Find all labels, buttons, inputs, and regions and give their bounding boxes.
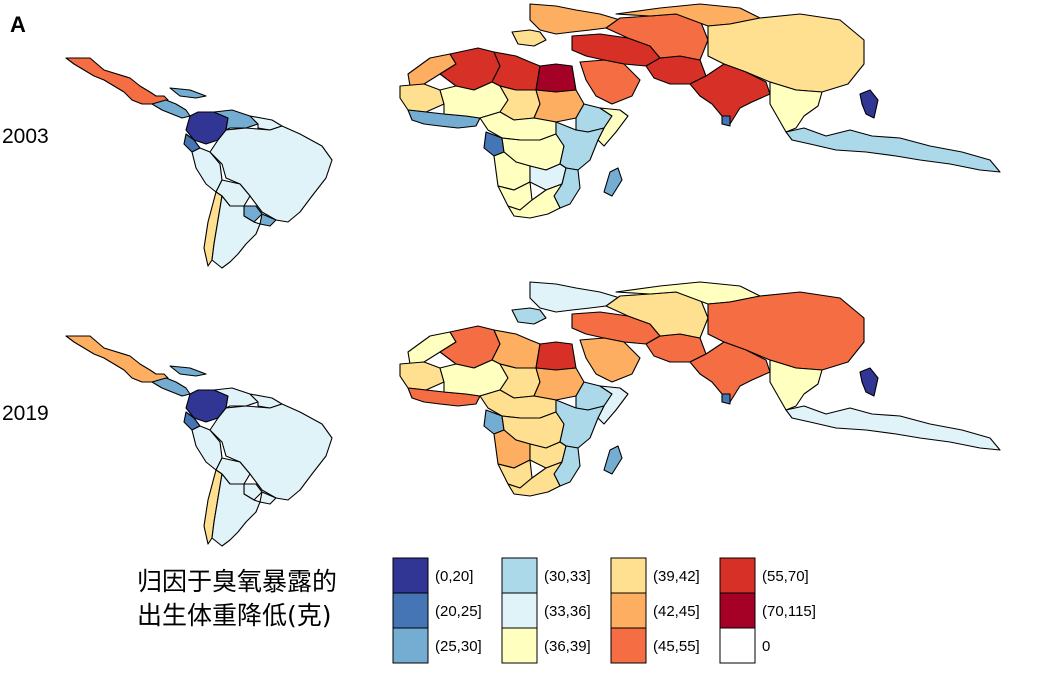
region-mongolia-china bbox=[707, 291, 865, 371]
region-philippines bbox=[859, 367, 879, 397]
legend-label: (42,45] bbox=[653, 603, 700, 620]
legend-swatch bbox=[610, 557, 647, 594]
region-east-africa bbox=[555, 121, 605, 171]
region-argentina bbox=[211, 195, 261, 269]
region-indonesia bbox=[785, 127, 1001, 173]
panel-label: A bbox=[10, 12, 26, 37]
region-east-africa bbox=[555, 399, 605, 449]
region-west-sahel bbox=[399, 361, 445, 391]
region-horn bbox=[597, 107, 629, 147]
legend-title-line2: 出生体重降低(克) bbox=[137, 601, 332, 630]
region-libya bbox=[491, 329, 541, 369]
region-sri-lanka bbox=[721, 115, 731, 127]
legend-label: (70,115] bbox=[762, 603, 816, 620]
region-brazil bbox=[209, 125, 333, 223]
region-mexico bbox=[65, 57, 169, 107]
region-iberia bbox=[511, 307, 547, 325]
region-sri-lanka bbox=[721, 393, 731, 405]
region-uruguay bbox=[259, 213, 277, 227]
region-argentina bbox=[211, 473, 261, 547]
region-south-asia bbox=[689, 341, 771, 403]
legend-swatch bbox=[610, 627, 647, 664]
map-panel-2019: 2019 bbox=[2, 281, 1001, 547]
legend-swatch bbox=[719, 557, 756, 594]
legend-swatch bbox=[610, 592, 647, 629]
region-southern-europe bbox=[529, 281, 621, 313]
legend-swatch bbox=[501, 592, 538, 629]
region-libya bbox=[491, 51, 541, 91]
year-label: 2003 bbox=[2, 125, 49, 148]
region-west-africa-coast bbox=[407, 109, 481, 129]
region-caribbean bbox=[169, 87, 207, 99]
region-indonesia bbox=[785, 405, 1001, 451]
legend: 归因于臭氧暴露的 出生体重降低(克) (0,20] (20,25] (25,30] (… bbox=[137, 557, 816, 664]
legend-swatch bbox=[392, 627, 429, 664]
legend-swatch bbox=[501, 557, 538, 594]
legend-label: (33,36] bbox=[544, 603, 591, 620]
region-egypt bbox=[535, 341, 577, 371]
legend-label: (25,30] bbox=[435, 638, 482, 655]
legend-label: (20,25] bbox=[435, 603, 482, 620]
region-madagascar bbox=[603, 445, 623, 475]
region-egypt bbox=[535, 63, 577, 93]
region-west-sahel bbox=[399, 83, 445, 113]
legend-swatch bbox=[719, 627, 756, 664]
region-caribbean bbox=[169, 365, 207, 377]
legend-swatch bbox=[501, 627, 538, 664]
region-iberia bbox=[511, 29, 547, 47]
region-southeast-asia bbox=[769, 359, 823, 411]
region-madagascar bbox=[603, 167, 623, 197]
region-south-africa bbox=[507, 461, 563, 497]
region-southeast-asia bbox=[769, 81, 823, 133]
region-west-africa-coast bbox=[407, 387, 481, 407]
legend-label: (0,20] bbox=[435, 568, 473, 585]
region-mexico bbox=[65, 335, 169, 385]
region-mongolia-china bbox=[707, 13, 865, 93]
legend-label: (36,39] bbox=[544, 638, 591, 655]
map-panel-2003: 2003 bbox=[2, 3, 1001, 269]
legend-swatch bbox=[392, 592, 429, 629]
region-southern-europe bbox=[529, 3, 621, 35]
region-central-america bbox=[151, 377, 191, 397]
region-arabia bbox=[579, 59, 641, 105]
region-horn bbox=[597, 385, 629, 425]
region-brazil bbox=[209, 403, 333, 501]
region-arabia bbox=[579, 337, 641, 383]
year-label: 2019 bbox=[2, 402, 49, 425]
legend-label: (30,33] bbox=[544, 568, 591, 585]
legend-label: 0 bbox=[762, 638, 770, 655]
legend-swatch bbox=[719, 592, 756, 629]
region-south-africa bbox=[507, 183, 563, 219]
legend-swatch bbox=[392, 557, 429, 594]
legend-label: (45,55] bbox=[653, 638, 700, 655]
legend-title-line1: 归因于臭氧暴露的 bbox=[137, 567, 337, 596]
region-south-asia bbox=[689, 63, 771, 125]
region-uruguay bbox=[259, 491, 277, 505]
region-central-america bbox=[151, 99, 191, 119]
legend-label: (55,70] bbox=[762, 568, 809, 585]
legend-label: (39,42] bbox=[653, 568, 700, 585]
region-philippines bbox=[859, 89, 879, 119]
